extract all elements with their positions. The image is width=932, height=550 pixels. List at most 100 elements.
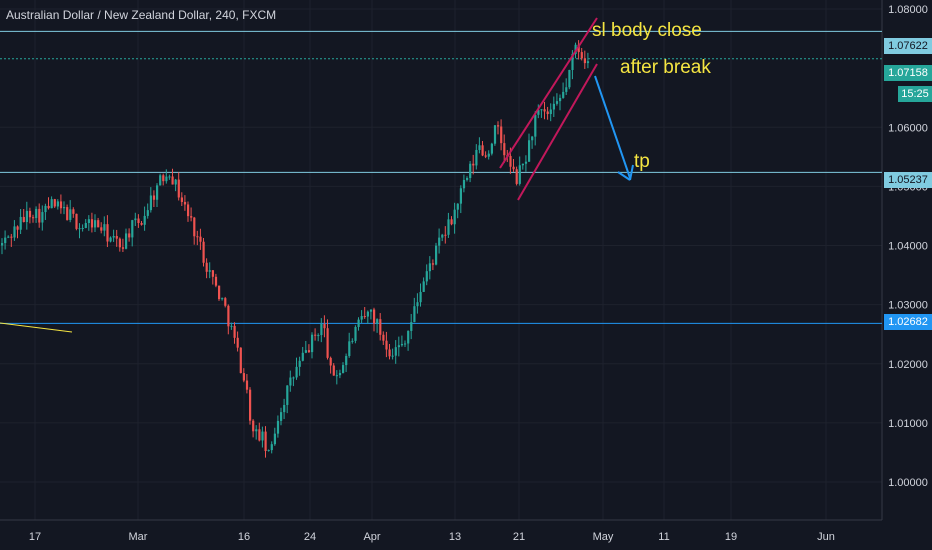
candle-body	[537, 109, 540, 115]
candle-body	[193, 217, 196, 237]
candle-body	[280, 412, 283, 421]
candle-body	[580, 52, 583, 59]
candle-body	[466, 178, 469, 180]
candle-body	[41, 212, 44, 223]
y-tick-label: 1.02000	[888, 359, 928, 371]
candle-body	[379, 319, 382, 335]
candle-body	[25, 210, 28, 223]
candle-body	[261, 431, 264, 441]
candle-body	[187, 204, 190, 217]
candle-body	[202, 241, 205, 263]
annotation-tp: tp	[634, 151, 650, 172]
candle-body	[81, 227, 84, 229]
candle-body	[304, 350, 307, 353]
candle-body	[252, 420, 255, 432]
candle-body	[404, 343, 407, 345]
candle-body	[382, 334, 385, 341]
candle-body	[146, 210, 149, 216]
price-tag-1-05237: 1.05237	[884, 172, 932, 188]
candle-body	[286, 385, 289, 405]
candle-body	[354, 326, 357, 341]
candle-body	[577, 44, 580, 53]
y-tick-label: 1.01000	[888, 418, 928, 430]
candle-body	[559, 97, 562, 102]
candle-body	[515, 169, 518, 184]
candle-body	[109, 237, 112, 242]
candle-body	[236, 337, 239, 348]
candle-body	[75, 213, 78, 229]
candle-body	[63, 207, 66, 209]
candle-body	[509, 155, 512, 167]
candle-body	[391, 355, 394, 357]
candle-body	[531, 136, 534, 141]
candle-body	[413, 306, 416, 323]
candle-body	[295, 366, 298, 378]
annotation-after-break: after break	[620, 57, 711, 78]
candle-body	[221, 298, 224, 300]
candle-body	[444, 234, 447, 236]
x-tick-label: May	[593, 531, 614, 543]
candle-body	[28, 210, 32, 218]
candle-body	[397, 345, 400, 348]
candle-body	[94, 220, 97, 228]
candle-body	[407, 330, 410, 344]
candle-body	[1, 243, 4, 246]
candle-body	[450, 219, 453, 225]
candle-body	[342, 365, 345, 373]
candle-body	[66, 207, 69, 220]
candle-body	[394, 347, 397, 356]
arrow-shaft	[594, 75, 631, 179]
arrow-head-right	[629, 164, 634, 181]
candle-body	[4, 237, 7, 244]
candle-body	[50, 199, 53, 209]
candle-body	[475, 149, 478, 166]
candle-body	[137, 218, 140, 224]
y-tick-label: 1.03000	[888, 300, 928, 312]
candle-body	[484, 155, 487, 157]
candle-body	[320, 323, 323, 336]
candle-body	[84, 222, 87, 228]
candle-body	[462, 179, 466, 189]
candle-body	[125, 233, 128, 249]
x-tick-label: 19	[725, 531, 737, 543]
candle-body	[134, 218, 137, 221]
candle-body	[311, 334, 314, 353]
candle-body	[165, 176, 168, 182]
candle-body	[103, 224, 106, 231]
candle-body	[521, 163, 524, 166]
y-tick-label: 1.00000	[888, 477, 928, 489]
chart-title: Australian Dollar / New Zealand Dollar, …	[6, 8, 277, 22]
candle-body	[10, 236, 13, 238]
candle-body	[568, 69, 571, 88]
candle-body	[348, 341, 351, 356]
candle-body	[472, 163, 475, 166]
candle-body	[329, 357, 332, 366]
candle-body	[270, 444, 273, 451]
candle-body	[373, 309, 376, 324]
candle-body	[435, 245, 438, 265]
candle-body	[540, 109, 543, 111]
candle-body	[196, 236, 199, 238]
candle-body	[500, 126, 503, 144]
candle-body	[323, 323, 326, 329]
candle-body	[555, 101, 559, 104]
x-tick-label: 24	[304, 531, 316, 543]
candle-body	[298, 360, 301, 367]
candle-body	[385, 340, 388, 350]
candle-body	[549, 109, 552, 115]
candle-body	[469, 163, 472, 179]
candle-body	[59, 201, 63, 209]
channel-upper-line	[499, 17, 598, 169]
y-tick-label: 1.04000	[888, 241, 928, 253]
candle-body	[128, 233, 131, 238]
candle-body	[351, 340, 354, 342]
candle-body	[425, 271, 428, 282]
x-tick-label: 16	[238, 531, 250, 543]
candle-body	[239, 347, 242, 374]
candle-body	[183, 201, 187, 205]
candle-body	[13, 226, 16, 238]
x-tick-label: 13	[449, 531, 461, 543]
candle-body	[388, 349, 391, 357]
candle-body	[208, 270, 211, 272]
candle-body	[87, 219, 90, 223]
